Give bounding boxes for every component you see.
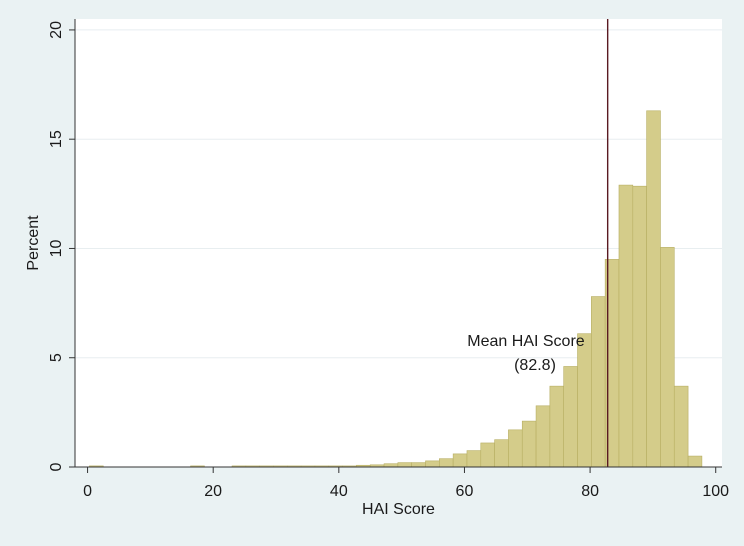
axes: 0 20 40 60 80 100 0 5 10 15 20 [48, 19, 729, 500]
y-tick-label: 15 [48, 130, 65, 148]
histogram-bar [591, 296, 606, 468]
histogram-bar [673, 385, 689, 468]
x-axis-title: HAI Score [362, 501, 435, 518]
histogram-bar [452, 453, 468, 468]
x-tick-label: 20 [204, 483, 222, 500]
histogram-bar [521, 420, 537, 468]
histogram-bar [494, 439, 509, 468]
mean-label-value: (82.8) [514, 357, 556, 374]
x-tick-label: 80 [581, 483, 599, 500]
histogram-bar [618, 184, 634, 468]
histogram-bar [535, 405, 551, 468]
histogram-bar [549, 385, 565, 468]
histogram-bar [563, 366, 578, 468]
y-tick-label: 0 [48, 462, 65, 471]
histogram-bar [660, 247, 675, 468]
histogram-bar [687, 455, 703, 468]
mean-label-title: Mean HAI Score [467, 333, 584, 350]
x-tick-label: 0 [83, 483, 92, 500]
histogram-bar [411, 462, 426, 468]
y-tick-label: 20 [48, 21, 65, 39]
histogram-bar [480, 442, 495, 468]
x-tick-label: 60 [456, 483, 474, 500]
y-tick-label: 5 [48, 353, 65, 362]
bars [89, 110, 703, 468]
histogram-bar [632, 185, 647, 468]
histogram-bar [425, 460, 440, 468]
y-axis-title: Percent [25, 215, 42, 271]
x-tick-label: 40 [330, 483, 348, 500]
histogram-bar [508, 429, 523, 468]
histogram-bar [397, 462, 412, 468]
x-tick-label: 100 [702, 483, 729, 500]
histogram-bar [646, 110, 661, 468]
histogram-bar [439, 458, 454, 468]
y-tick-label: 10 [48, 239, 65, 257]
histogram-bar [466, 450, 482, 468]
histogram-bar [577, 333, 592, 468]
